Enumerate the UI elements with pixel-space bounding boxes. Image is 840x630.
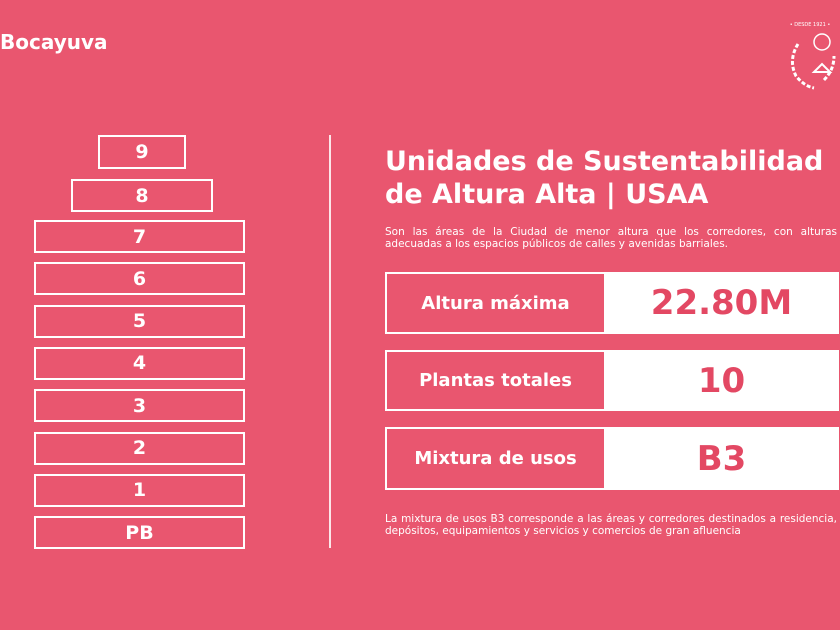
logo	[791, 33, 836, 90]
floor-box: 3	[34, 389, 245, 423]
floor-box: 4	[34, 346, 245, 380]
floor-box: 1	[34, 473, 245, 507]
floor-box: 8	[71, 179, 213, 212]
floor-box: 9	[98, 135, 186, 169]
title-line: de Altura Alta | USAA	[385, 179, 709, 210]
section-title: Unidades de Sustentabilidad de Altura Al…	[385, 145, 823, 211]
page-title: Bocayuva	[0, 30, 108, 54]
stat-value: 22.80M	[606, 274, 837, 332]
stat-value: B3	[606, 429, 837, 488]
stat-value: 10	[606, 352, 837, 409]
stat-row: Altura máxima 22.80M	[385, 272, 839, 334]
description: Son las áreas de la Ciudad de menor altu…	[385, 226, 837, 250]
floor-box: PB	[34, 516, 245, 550]
title-line: Unidades de Sustentabilidad	[385, 146, 824, 177]
stat-label: Altura máxima	[387, 274, 606, 332]
stat-row: Plantas totales 10	[385, 350, 839, 411]
stat-row: Mixtura de usos B3	[385, 427, 839, 490]
stat-label: Plantas totales	[387, 352, 606, 409]
note: La mixtura de usos B3 corresponde a las …	[385, 513, 837, 537]
divider	[329, 135, 331, 548]
stat-label: Mixtura de usos	[387, 429, 606, 488]
logo-text: • DESDE 1921 •	[789, 22, 831, 28]
floor-box: 6	[34, 262, 245, 296]
floor-box: 5	[34, 304, 245, 338]
floor-box: 2	[34, 431, 245, 465]
floor-box: 7	[34, 220, 245, 253]
